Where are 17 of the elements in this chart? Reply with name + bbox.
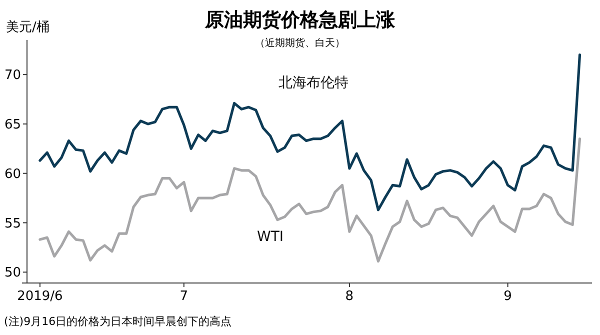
x-tick-label: 9 bbox=[504, 289, 512, 304]
x-tick-label: 7 bbox=[180, 289, 188, 304]
line-series bbox=[38, 137, 582, 263]
chart-subtitle: （近期期货、白天） bbox=[255, 37, 345, 49]
y-tick-label: 50 bbox=[4, 266, 21, 281]
text: (注)9月16日的价格为日本时间早晨创下的高点 bbox=[4, 315, 232, 328]
y-tick-label: 65 bbox=[4, 118, 21, 133]
y-axis-title: 美元/桶 bbox=[6, 19, 50, 35]
x-tick-label: 2019/6 bbox=[17, 289, 63, 304]
y-tick-label: 55 bbox=[4, 216, 21, 232]
x-tick-label: 8 bbox=[345, 289, 354, 304]
y-tick-label: 70 bbox=[4, 68, 21, 84]
series-label: WTI bbox=[257, 228, 284, 245]
line-series bbox=[38, 54, 582, 212]
y-tick-label: 60 bbox=[4, 166, 21, 182]
text: 北海布伦特 bbox=[278, 74, 348, 91]
chart-title: 原油期货价格急剧上涨 bbox=[204, 9, 396, 31]
